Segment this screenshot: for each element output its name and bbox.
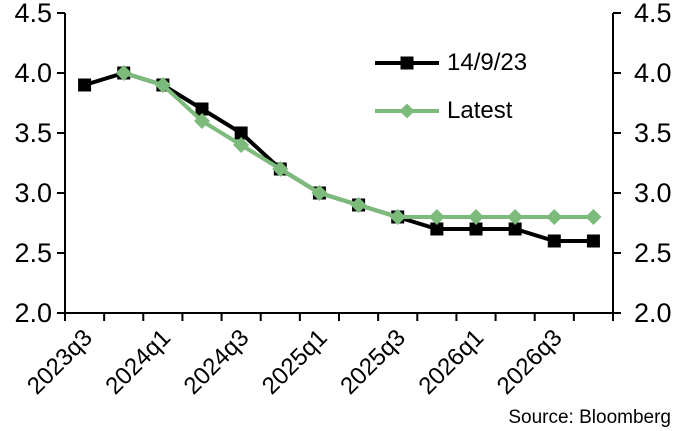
marker-square — [547, 234, 561, 248]
x-tick-label: 2025q3 — [335, 324, 411, 400]
y-tick-label-right: 2.5 — [634, 238, 672, 268]
x-tick-label: 2024q3 — [179, 324, 255, 400]
y-tick-label-right: 3.0 — [634, 178, 672, 208]
marker-square — [234, 126, 248, 140]
marker-diamond — [428, 209, 445, 225]
y-tick-label-right: 3.5 — [634, 118, 672, 148]
y-tick-label-left: 4.0 — [14, 58, 52, 88]
marker-diamond — [389, 209, 406, 225]
y-tick-label-right: 4.5 — [634, 0, 672, 28]
marker-square — [586, 234, 600, 248]
marker-diamond — [233, 137, 250, 153]
legend: 14/9/23 Latest — [375, 49, 527, 125]
x-tick-label: 2026q1 — [414, 324, 490, 400]
legend-square-marker-icon — [400, 56, 414, 70]
marker-diamond — [194, 113, 210, 129]
marker-square — [508, 222, 522, 236]
marker-diamond — [546, 209, 563, 225]
x-tick-label: 2023q3 — [22, 324, 98, 400]
legend-label-14-9-23: 14/9/23 — [447, 49, 528, 76]
source-note: Source: Bloomberg — [508, 407, 671, 428]
y-tick-label-left: 3.5 — [14, 118, 52, 148]
legend-label-latest: Latest — [447, 97, 513, 124]
marker-square — [430, 222, 444, 236]
legend-item-latest: Latest — [375, 97, 527, 125]
marker-square — [469, 222, 483, 236]
x-tick-label: 2026q3 — [492, 324, 568, 400]
marker-square — [195, 102, 209, 116]
marker-diamond — [350, 197, 367, 213]
marker-diamond — [585, 209, 602, 225]
marker-diamond — [272, 161, 289, 177]
y-tick-label-left: 4.5 — [14, 0, 52, 28]
marker-diamond — [468, 209, 484, 225]
marker-diamond — [115, 65, 132, 81]
x-tick-label: 2025q1 — [257, 324, 333, 400]
legend-item-14-9-23: 14/9/23 — [375, 49, 527, 77]
y-tick-label-left: 2.5 — [14, 238, 52, 268]
y-tick-label-right: 2.0 — [634, 298, 672, 328]
marker-square — [78, 78, 92, 92]
marker-diamond — [507, 209, 524, 225]
y-tick-label-left: 2.0 — [14, 298, 52, 328]
x-tick-label: 2024q1 — [100, 324, 176, 400]
y-tick-label-right: 4.0 — [634, 58, 672, 88]
legend-diamond-marker-icon — [399, 103, 415, 119]
y-tick-label-left: 3.0 — [14, 178, 52, 208]
legend-sample-green-diamond — [375, 103, 439, 119]
marker-diamond — [154, 77, 171, 93]
legend-sample-black-square — [375, 56, 439, 70]
marker-diamond — [311, 185, 328, 201]
